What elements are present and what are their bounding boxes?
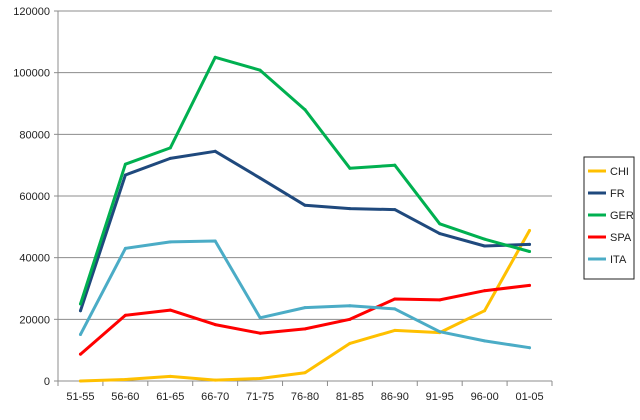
data-point-ger [438, 222, 442, 226]
legend-label-chi: CHI [610, 166, 629, 178]
data-point-fr [483, 244, 487, 248]
y-tick-label: 60000 [19, 191, 50, 203]
x-tick-label: 56-60 [111, 391, 139, 403]
data-point-fr [528, 242, 532, 246]
data-point-fr [123, 173, 127, 177]
y-tick-labels: 0 20000 40000 60000 80000 100000 120000 [13, 6, 50, 388]
data-point-fr [303, 203, 307, 207]
series-line-chi [79, 229, 531, 383]
data-point-ita [258, 316, 262, 320]
data-point-spa [213, 323, 217, 327]
x-tick-labels: 51-55 56-60 61-65 66-70 71-75 76-80 81-85 86-90… [66, 391, 543, 403]
data-point-chi [393, 328, 397, 332]
data-point-chi [258, 377, 262, 381]
data-point-spa [528, 283, 532, 287]
data-point-fr [78, 309, 82, 313]
data-point-chi [483, 309, 487, 313]
data-point-ita [438, 330, 442, 334]
data-point-spa [168, 308, 172, 312]
data-point-ger [123, 162, 127, 166]
data-point-spa [348, 317, 352, 321]
data-point-spa [393, 297, 397, 301]
data-point-ger [168, 146, 172, 150]
data-point-ita [213, 239, 217, 243]
legend-label-ger: GER [610, 210, 634, 222]
data-point-fr [348, 207, 352, 211]
x-tick-label: 61-65 [156, 391, 184, 403]
series-line-ger [79, 55, 531, 306]
data-point-ita [123, 246, 127, 250]
data-point-ger [303, 108, 307, 112]
data-point-chi [123, 377, 127, 381]
legend-label-spa: SPA [610, 232, 632, 244]
x-tick-label: 76-80 [291, 391, 319, 403]
y-tick-label: 80000 [19, 129, 50, 141]
data-point-spa [123, 313, 127, 317]
data-point-fr [258, 176, 262, 180]
data-point-ita [78, 332, 82, 336]
legend: CHI FR GER SPA ITA [583, 156, 635, 280]
y-tick-label: 0 [44, 376, 50, 388]
data-point-spa [483, 289, 487, 293]
data-point-spa [258, 331, 262, 335]
legend-label-fr: FR [610, 188, 625, 200]
y-tick-label: 100000 [13, 68, 50, 80]
y-tick-label: 20000 [19, 314, 50, 326]
legend-label-ita: ITA [610, 254, 627, 266]
x-tick-label: 66-70 [201, 391, 229, 403]
x-tick-label: 01-05 [515, 391, 543, 403]
data-point-chi [78, 379, 82, 383]
y-tick-label: 40000 [19, 253, 50, 265]
data-point-ger [528, 250, 532, 253]
axes [54, 10, 553, 386]
x-tick-label: 96-00 [471, 391, 499, 403]
x-tick-label: 81-85 [336, 391, 364, 403]
data-point-ger [78, 302, 82, 306]
data-point-ita [528, 346, 532, 350]
x-tick-label: 86-90 [381, 391, 409, 403]
data-point-chi [168, 374, 172, 378]
data-point-spa [303, 327, 307, 331]
grid-lines [58, 10, 552, 320]
data-point-fr [168, 156, 172, 160]
data-point-spa [438, 298, 442, 302]
data-point-chi [528, 229, 532, 233]
x-tick-label: 91-95 [426, 391, 454, 403]
data-point-ita [168, 240, 172, 244]
data-point-spa [78, 352, 82, 356]
data-point-fr [393, 208, 397, 212]
data-point-ger [393, 163, 397, 167]
data-point-fr [213, 149, 217, 153]
x-tick-label: 71-75 [246, 391, 274, 403]
data-point-ita [303, 306, 307, 310]
data-point-ita [483, 339, 487, 343]
data-point-ita [348, 304, 352, 308]
data-point-fr [438, 232, 442, 236]
data-point-ger [258, 68, 262, 72]
data-point-ita [393, 307, 397, 311]
data-point-chi [348, 341, 352, 345]
x-tick-label: 51-55 [66, 391, 94, 403]
data-point-chi [213, 378, 217, 382]
data-point-chi [303, 371, 307, 375]
data-point-ger [213, 55, 217, 59]
y-tick-label: 120000 [13, 6, 50, 18]
data-point-ger [483, 237, 487, 241]
data-point-ger [348, 166, 352, 170]
series-lines [78, 55, 532, 383]
